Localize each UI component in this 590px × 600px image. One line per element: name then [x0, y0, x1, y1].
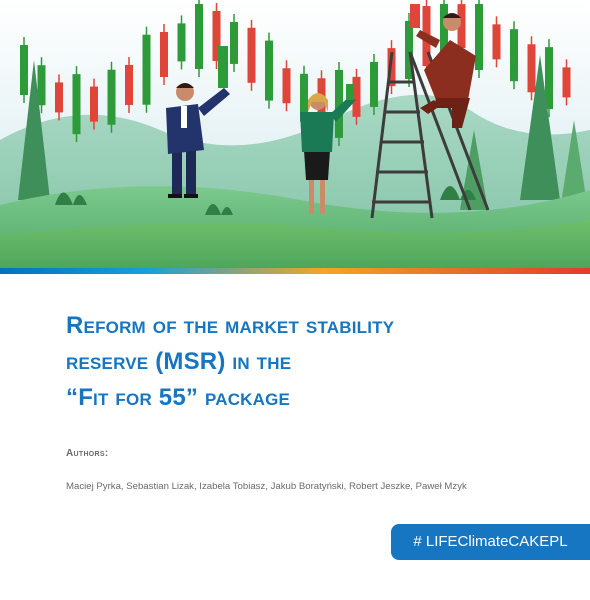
ground: [0, 220, 590, 274]
brand-color-bar: [0, 268, 590, 274]
candle-body: [90, 86, 98, 122]
hero-illustration: [0, 0, 590, 274]
report-title: Reform of the market stability reserve (…: [66, 308, 546, 416]
authors-label: Authors:: [66, 448, 109, 459]
authors-list: Maciej Pyrka, Sebastian Lizak, Izabela T…: [66, 481, 467, 492]
candle-body: [230, 21, 238, 64]
candle-body: [212, 10, 221, 61]
candle-body: [352, 76, 361, 117]
bushes: [55, 186, 476, 215]
candle-body: [527, 44, 536, 93]
hashtag-badge[interactable]: # LIFEClimateCAKEPL: [391, 524, 590, 560]
candle-body: [335, 69, 343, 138]
candle-body: [72, 74, 81, 135]
candle-body: [545, 47, 553, 110]
market-illustration: [0, 0, 590, 274]
candle-body: [405, 20, 413, 79]
candle-body: [457, 4, 466, 49]
candle-body: [20, 45, 28, 95]
man-figure-left: [166, 46, 230, 198]
candle-body: [55, 82, 63, 113]
candle-body: [475, 4, 483, 70]
candle-body: [492, 24, 501, 60]
candle-body: [282, 68, 291, 104]
candle-body: [440, 4, 448, 54]
woman-figure-center: [300, 84, 356, 214]
candle-body: [142, 34, 151, 105]
candle-body: [195, 4, 203, 69]
candlestick-chart: [20, 0, 571, 146]
candle-body: [265, 40, 273, 101]
title-line-1: Reform of the market stability: [66, 312, 395, 339]
title-line-3: “Fit for 55” package: [66, 384, 291, 411]
candle-body: [107, 69, 116, 125]
candle-body: [37, 65, 46, 106]
candle-body: [562, 67, 571, 98]
man-figure-ladder: [410, 4, 476, 128]
candle-body: [370, 61, 378, 107]
candle-body: [160, 32, 168, 78]
candle-body: [510, 29, 518, 82]
title-line-2: reserve (MSR) in the: [66, 348, 292, 375]
candle-body: [300, 73, 308, 122]
candle-body: [125, 64, 133, 105]
candle-body: [177, 23, 186, 62]
candle-body: [247, 27, 256, 83]
